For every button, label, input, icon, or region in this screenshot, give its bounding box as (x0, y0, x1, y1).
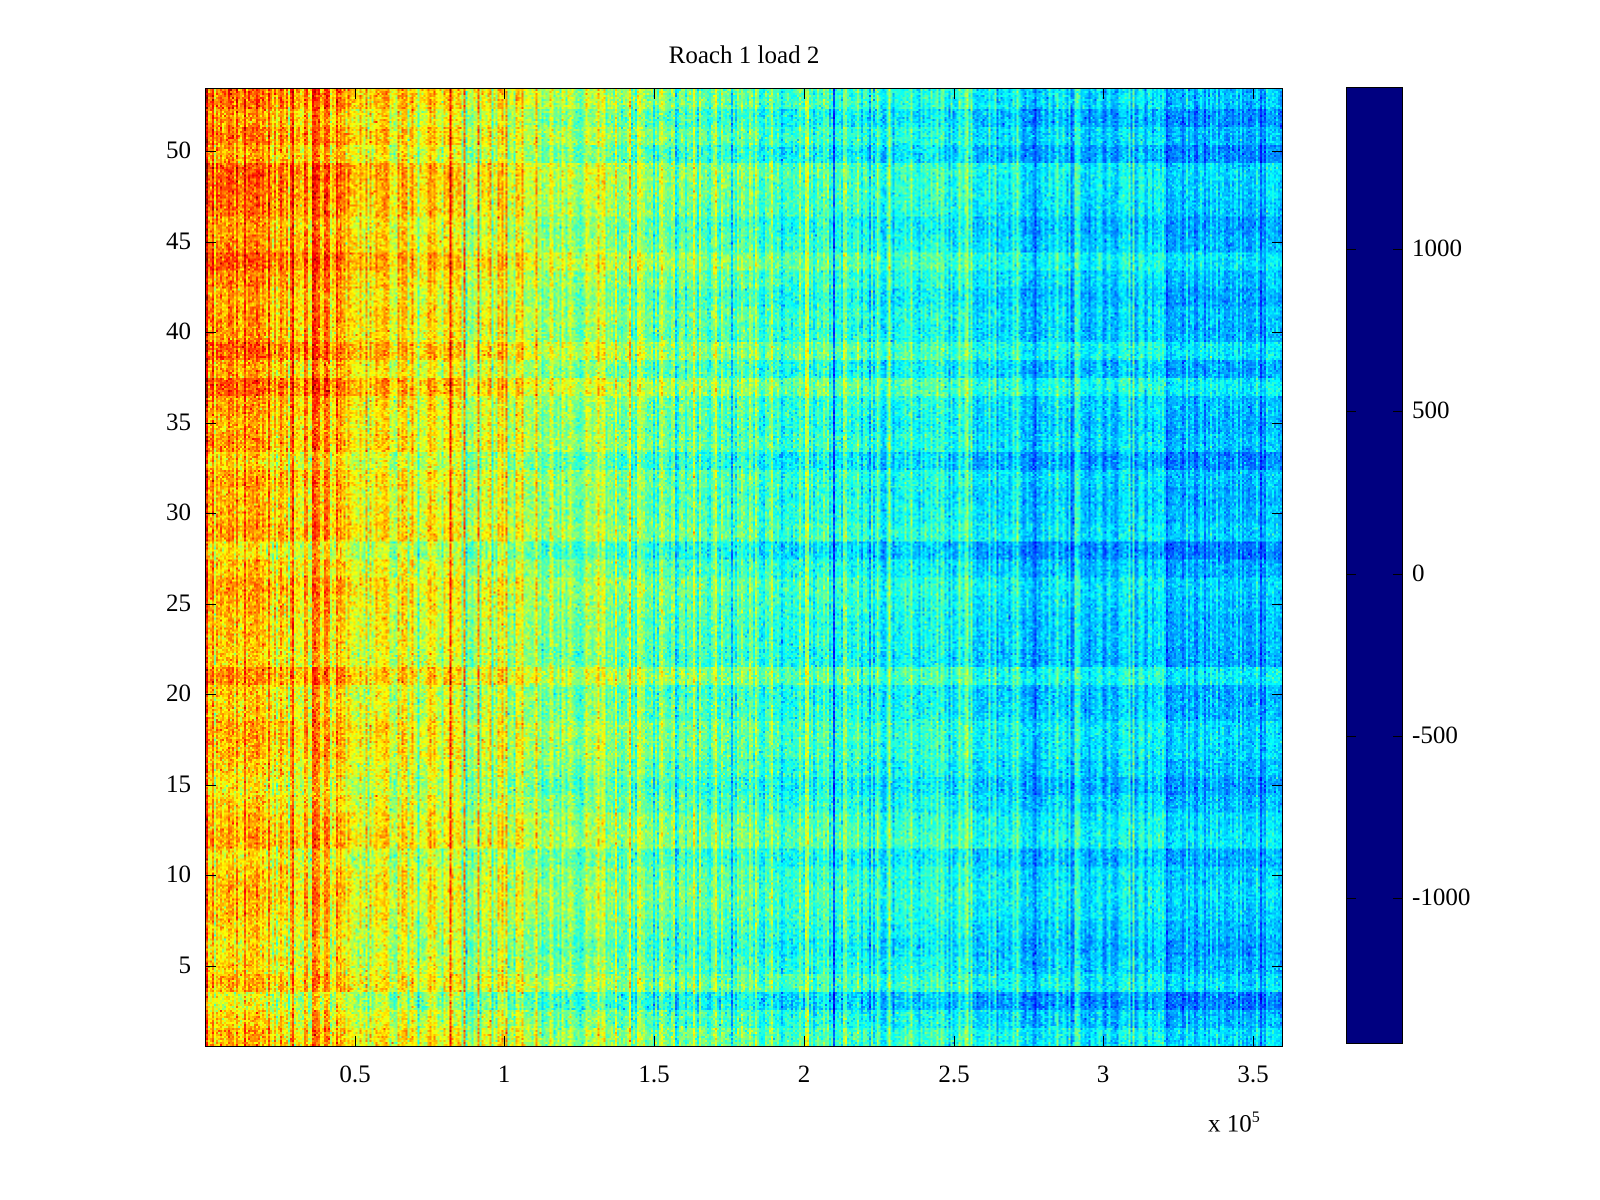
x-tick-mark-top (1103, 88, 1104, 99)
y-tick-label: 30 (166, 499, 191, 526)
x-exponent-power: 5 (1251, 1109, 1260, 1126)
colorbar-tick-label: 1000 (1412, 235, 1462, 262)
colorbar-tick-mark-right (1393, 574, 1403, 575)
colorbar[interactable] (1346, 87, 1403, 1044)
colorbar-tick-mark (1346, 736, 1356, 737)
colorbar-tick-label: 500 (1412, 397, 1450, 424)
x-tick-mark (954, 1036, 955, 1047)
y-tick-label: 50 (166, 137, 191, 164)
y-tick-mark (205, 332, 216, 333)
colorbar-tick-mark-right (1393, 736, 1403, 737)
heatmap-image (206, 89, 1282, 1046)
y-tick-label: 5 (178, 952, 192, 979)
y-tick-label: 45 (166, 228, 191, 255)
y-tick-mark (205, 242, 216, 243)
y-tick-label: 40 (166, 318, 191, 345)
y-tick-label: 20 (166, 680, 191, 707)
x-tick-label: 0.5 (339, 1061, 371, 1088)
x-tick-mark-top (1253, 88, 1254, 99)
x-tick-mark-top (804, 88, 805, 99)
y-tick-mark (205, 875, 216, 876)
colorbar-tick-label: 0 (1412, 560, 1425, 587)
x-tick-mark (355, 1036, 356, 1047)
colorbar-tick-mark (1346, 898, 1356, 899)
y-tick-mark (205, 604, 216, 605)
y-tick-mark-right (1272, 242, 1283, 243)
y-tick-mark-right (1272, 966, 1283, 967)
y-tick-mark-right (1272, 332, 1283, 333)
x-tick-label: 2.5 (938, 1061, 970, 1088)
y-tick-mark-right (1272, 151, 1283, 152)
colorbar-tick-label: -1000 (1412, 884, 1471, 911)
x-tick-label: 3.5 (1237, 1061, 1269, 1088)
x-axis-exponent-label: x 105 (1208, 1105, 1260, 1136)
y-tick-mark (205, 966, 216, 967)
x-tick-label: 1 (497, 1061, 511, 1088)
y-tick-mark-right (1272, 785, 1283, 786)
x-tick-mark (804, 1036, 805, 1047)
y-tick-mark-right (1272, 513, 1283, 514)
y-tick-label: 25 (166, 590, 191, 617)
x-tick-mark (1253, 1036, 1254, 1047)
y-tick-mark (205, 151, 216, 152)
x-tick-mark-top (504, 88, 505, 99)
x-tick-mark (1103, 1036, 1104, 1047)
x-tick-mark (504, 1036, 505, 1047)
y-tick-mark-right (1272, 604, 1283, 605)
y-tick-mark (205, 694, 216, 695)
y-tick-mark-right (1272, 875, 1283, 876)
y-tick-mark-right (1272, 423, 1283, 424)
x-tick-label: 1.5 (638, 1061, 670, 1088)
y-tick-label: 15 (166, 771, 191, 798)
colorbar-tick-mark-right (1393, 411, 1403, 412)
heatmap-axes[interactable] (205, 88, 1283, 1047)
colorbar-tick-label: -500 (1412, 722, 1458, 749)
x-tick-mark-top (654, 88, 655, 99)
colorbar-tick-mark (1346, 574, 1356, 575)
x-exponent-prefix: x 10 (1208, 1110, 1252, 1138)
x-tick-label: 2 (797, 1061, 811, 1088)
y-tick-mark (205, 785, 216, 786)
y-tick-mark (205, 513, 216, 514)
colorbar-gradient (1347, 88, 1402, 1043)
y-tick-label: 35 (166, 409, 191, 436)
page-title: Roach 1 load 2 (668, 42, 820, 69)
colorbar-tick-mark-right (1393, 249, 1403, 250)
y-tick-label: 10 (166, 861, 191, 888)
colorbar-tick-mark-right (1393, 898, 1403, 899)
y-tick-mark (205, 423, 216, 424)
x-tick-mark-top (355, 88, 356, 99)
y-tick-mark-right (1272, 694, 1283, 695)
x-tick-mark-top (954, 88, 955, 99)
x-tick-mark (654, 1036, 655, 1047)
x-tick-label: 3 (1096, 1061, 1110, 1088)
colorbar-tick-mark (1346, 411, 1356, 412)
colorbar-tick-mark (1346, 249, 1356, 250)
